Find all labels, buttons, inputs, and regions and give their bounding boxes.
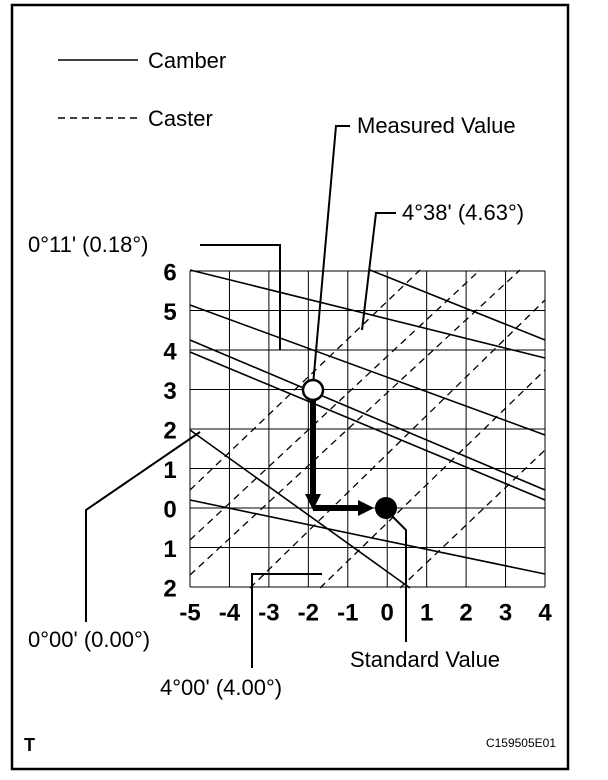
annotation: 4°38' (4.63°) — [402, 200, 524, 225]
y-tick-label: 1 — [163, 457, 176, 484]
x-tick-label: 4 — [538, 599, 552, 626]
x-tick-label: 1 — [420, 599, 433, 626]
corner-label: T — [24, 735, 35, 755]
arrow-head — [358, 500, 374, 516]
callout — [312, 125, 350, 386]
arrow-head — [305, 494, 321, 510]
x-tick-label: 3 — [499, 599, 512, 626]
callout — [85, 431, 201, 622]
x-tick-label: 0 — [381, 599, 394, 626]
callout — [200, 244, 281, 350]
x-tick-label: 2 — [459, 599, 472, 626]
y-tick-label: 3 — [163, 378, 176, 405]
x-tick-label: -2 — [298, 599, 319, 626]
y-tick-label: 0 — [163, 496, 176, 523]
grid — [189, 270, 546, 588]
x-tick-label: -1 — [337, 599, 358, 626]
callout — [361, 212, 396, 331]
x-tick-label: -5 — [179, 599, 200, 626]
measured-point — [301, 378, 325, 402]
y-tick-label: 6 — [163, 259, 176, 286]
callout — [387, 511, 407, 642]
y-tick-label: 4 — [163, 338, 177, 365]
y-tick-label: 5 — [163, 299, 176, 326]
annotation: Standard Value — [350, 647, 500, 672]
camber-lines — [189, 269, 546, 589]
figure-code: C159505E01 — [486, 736, 556, 750]
callout — [251, 573, 322, 668]
annotation: 0°00' (0.00°) — [28, 627, 150, 652]
y-tick-label: 1 — [163, 536, 176, 563]
legend-label: Caster — [148, 106, 213, 131]
annotation: Measured Value — [357, 113, 516, 138]
x-tick-label: -4 — [219, 599, 241, 626]
annotation: 0°11' (0.18°) — [28, 232, 148, 257]
x-tick-label: -3 — [258, 599, 279, 626]
y-tick-label: 2 — [163, 575, 176, 602]
annotation: 4°00' (4.00°) — [160, 675, 282, 700]
y-tick-label: 2 — [163, 417, 176, 444]
standard-point — [375, 497, 397, 519]
caster-lines — [189, 269, 546, 589]
frame — [10, 3, 570, 771]
legend-label: Camber — [148, 48, 226, 73]
